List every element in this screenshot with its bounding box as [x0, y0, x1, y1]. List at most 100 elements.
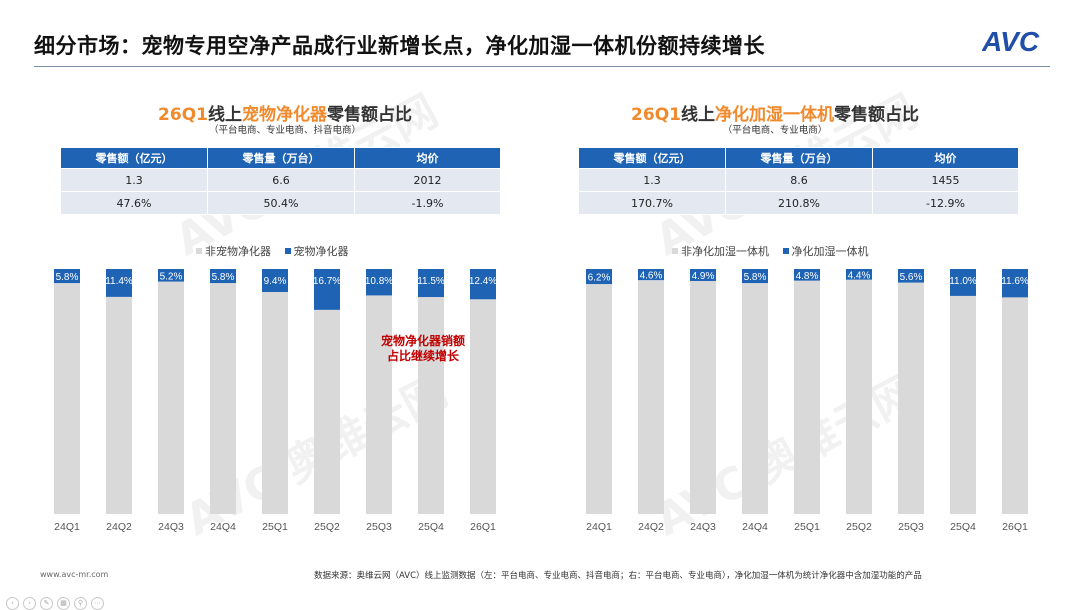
- bar-segment-other: [210, 283, 236, 514]
- x-tick-label: 25Q1: [794, 521, 820, 533]
- table-row: 1.3 8.6 1455: [578, 168, 1019, 192]
- bar-segment-highlight: [314, 269, 340, 310]
- legend-item: 非宠物净化器: [196, 245, 271, 258]
- prev-icon[interactable]: ‹: [6, 597, 19, 610]
- x-tick-label: 24Q3: [158, 521, 184, 533]
- legend-label: 非宠物净化器: [205, 245, 271, 258]
- x-tick-label: 24Q1: [586, 521, 612, 533]
- table-cell: 6.6: [207, 168, 355, 192]
- annotation-line: 宠物净化器销额: [380, 334, 465, 348]
- table-cell: 50.4%: [207, 191, 355, 215]
- bar-value-label: 11.0%: [949, 276, 977, 287]
- bar-segment-other: [1002, 297, 1028, 514]
- bar-value-label: 10.8%: [365, 276, 393, 287]
- bar-segment-highlight: [418, 269, 444, 298]
- bar-value-label: 5.2%: [160, 271, 183, 282]
- x-tick-label: 25Q2: [314, 521, 340, 533]
- table-cell: 170.7%: [578, 191, 726, 215]
- right-chart-title: 26Q1线上净化加湿一体机零售额占比: [610, 100, 940, 125]
- bar-segment-highlight: [898, 269, 924, 283]
- bar-segment-other: [586, 284, 612, 514]
- bar-segment-other: [846, 279, 872, 514]
- x-tick-label: 25Q1: [262, 521, 288, 533]
- x-tick-label: 24Q3: [690, 521, 716, 533]
- x-tick-label: 25Q4: [950, 521, 976, 533]
- table-cell: 1455: [872, 168, 1019, 192]
- bar-value-label: 16.7%: [313, 276, 341, 287]
- next-icon[interactable]: ›: [23, 597, 36, 610]
- logo-text: AVC: [982, 26, 1040, 57]
- bar-segment-highlight: [690, 269, 716, 282]
- legend-label: 净化加湿一体机: [791, 245, 869, 258]
- x-tick-label: 24Q4: [742, 521, 768, 533]
- bar-segment-highlight: [366, 269, 392, 296]
- bar-value-label: 11.5%: [417, 276, 445, 287]
- bar-segment-highlight: [54, 269, 80, 284]
- bar-segment-highlight: [950, 269, 976, 296]
- x-tick-label: 25Q3: [898, 521, 924, 533]
- bar-value-label: 6.2%: [588, 273, 611, 284]
- table-header-cell: 零售额（亿元）: [60, 147, 208, 169]
- left-title-highlight: 宠物净化器: [241, 105, 327, 125]
- bar-value-label: 5.8%: [56, 272, 79, 283]
- zoom-icon[interactable]: ⚲: [74, 597, 87, 610]
- x-tick-label: 24Q1: [54, 521, 80, 533]
- bar-segment-highlight: [470, 269, 496, 300]
- right-legend: 非净化加湿一体机 净化加湿一体机: [672, 243, 879, 259]
- more-icon[interactable]: ⋯: [91, 597, 104, 610]
- table-cell: 210.8%: [725, 191, 873, 215]
- right-bar-chart: 6.2% 24Q1 4.6% 24Q2 4.9% 24Q3 5.8% 24Q4 4.8% 25Q1…: [586, 269, 1029, 533]
- left-title-pre: 线上: [207, 105, 242, 125]
- legend-item: 宠物净化器: [284, 245, 349, 258]
- pen-icon[interactable]: ✎: [40, 597, 53, 610]
- legend-label: 非净化加湿一体机: [681, 245, 769, 258]
- header: 细分市场：宠物专用空净产品成行业新增长点，净化加湿一体机份额持续增长 AVC: [0, 0, 1080, 66]
- bar-value-label: 11.4%: [105, 276, 133, 287]
- bar-segment-other: [898, 282, 924, 514]
- legend-swatch: [284, 248, 291, 254]
- right-title-pre: 线上: [680, 105, 715, 125]
- bar-value-label: 4.6%: [640, 271, 663, 282]
- legend-swatch: [672, 248, 678, 254]
- bar-segment-other: [158, 281, 184, 514]
- bar-segment-highlight: [262, 269, 288, 293]
- bar-segment-other: [106, 296, 132, 514]
- legend-swatch: [782, 248, 789, 254]
- left-title-period: 26Q1: [158, 105, 208, 125]
- table-cell: 1.3: [578, 168, 726, 192]
- bar-segment-other: [418, 297, 444, 514]
- table-cell: 47.6%: [60, 191, 208, 215]
- left-bar-chart: 5.8% 24Q1 11.4% 24Q2 5.2% 24Q3 5.8% 24Q4 9.4% 25Q…: [54, 269, 497, 533]
- bar-segment-other: [950, 295, 976, 514]
- right-chart-subtitle: （平台电商、专业电商）: [722, 125, 828, 136]
- legend-item: 非净化加湿一体机: [672, 245, 769, 258]
- x-tick-label: 25Q4: [418, 521, 444, 533]
- bar-segment-other: [742, 283, 768, 514]
- x-tick-label: 24Q2: [106, 521, 132, 533]
- bar-segment-highlight: [1002, 269, 1028, 298]
- legend-label: 宠物净化器: [293, 245, 349, 258]
- bar-segment-highlight: [106, 269, 132, 297]
- bar-value-label: 5.8%: [744, 272, 767, 283]
- bar-value-label: 4.8%: [796, 271, 819, 282]
- bar-value-label: 5.6%: [900, 272, 923, 283]
- right-title-post: 零售额占比: [833, 105, 919, 125]
- left-annotation: 宠物净化器销额 占比继续增长: [368, 334, 478, 364]
- bar-segment-highlight: [586, 269, 612, 285]
- annotation-line: 占比继续增长: [386, 349, 459, 363]
- x-tick-label: 24Q2: [638, 521, 664, 533]
- bar-value-label: 4.4%: [848, 270, 871, 281]
- table-cell: -12.9%: [872, 191, 1019, 215]
- grid-icon[interactable]: ▦: [57, 597, 70, 610]
- table-header-cell: 均价: [872, 147, 1019, 169]
- right-stat-table: 零售额（亿元） 零售量（万台） 均价 1.3 8.6 1455 170.7% 2…: [578, 147, 1019, 215]
- table-cell: 1.3: [60, 168, 208, 192]
- page-title: 细分市场：宠物专用空净产品成行业新增长点，净化加湿一体机份额持续增长: [34, 34, 765, 58]
- slide-toolbar: ‹ › ✎ ▦ ⚲ ⋯: [6, 590, 108, 610]
- bar-segment-highlight: [742, 269, 768, 284]
- table-header-row: 零售额（亿元） 零售量（万台） 均价: [578, 147, 1019, 169]
- bar-segment-other: [366, 295, 392, 514]
- left-chart-subtitle: （平台电商、专业电商、抖音电商）: [208, 125, 361, 136]
- table-header-cell: 零售量（万台）: [725, 147, 873, 169]
- bar-segment-highlight: [794, 269, 820, 281]
